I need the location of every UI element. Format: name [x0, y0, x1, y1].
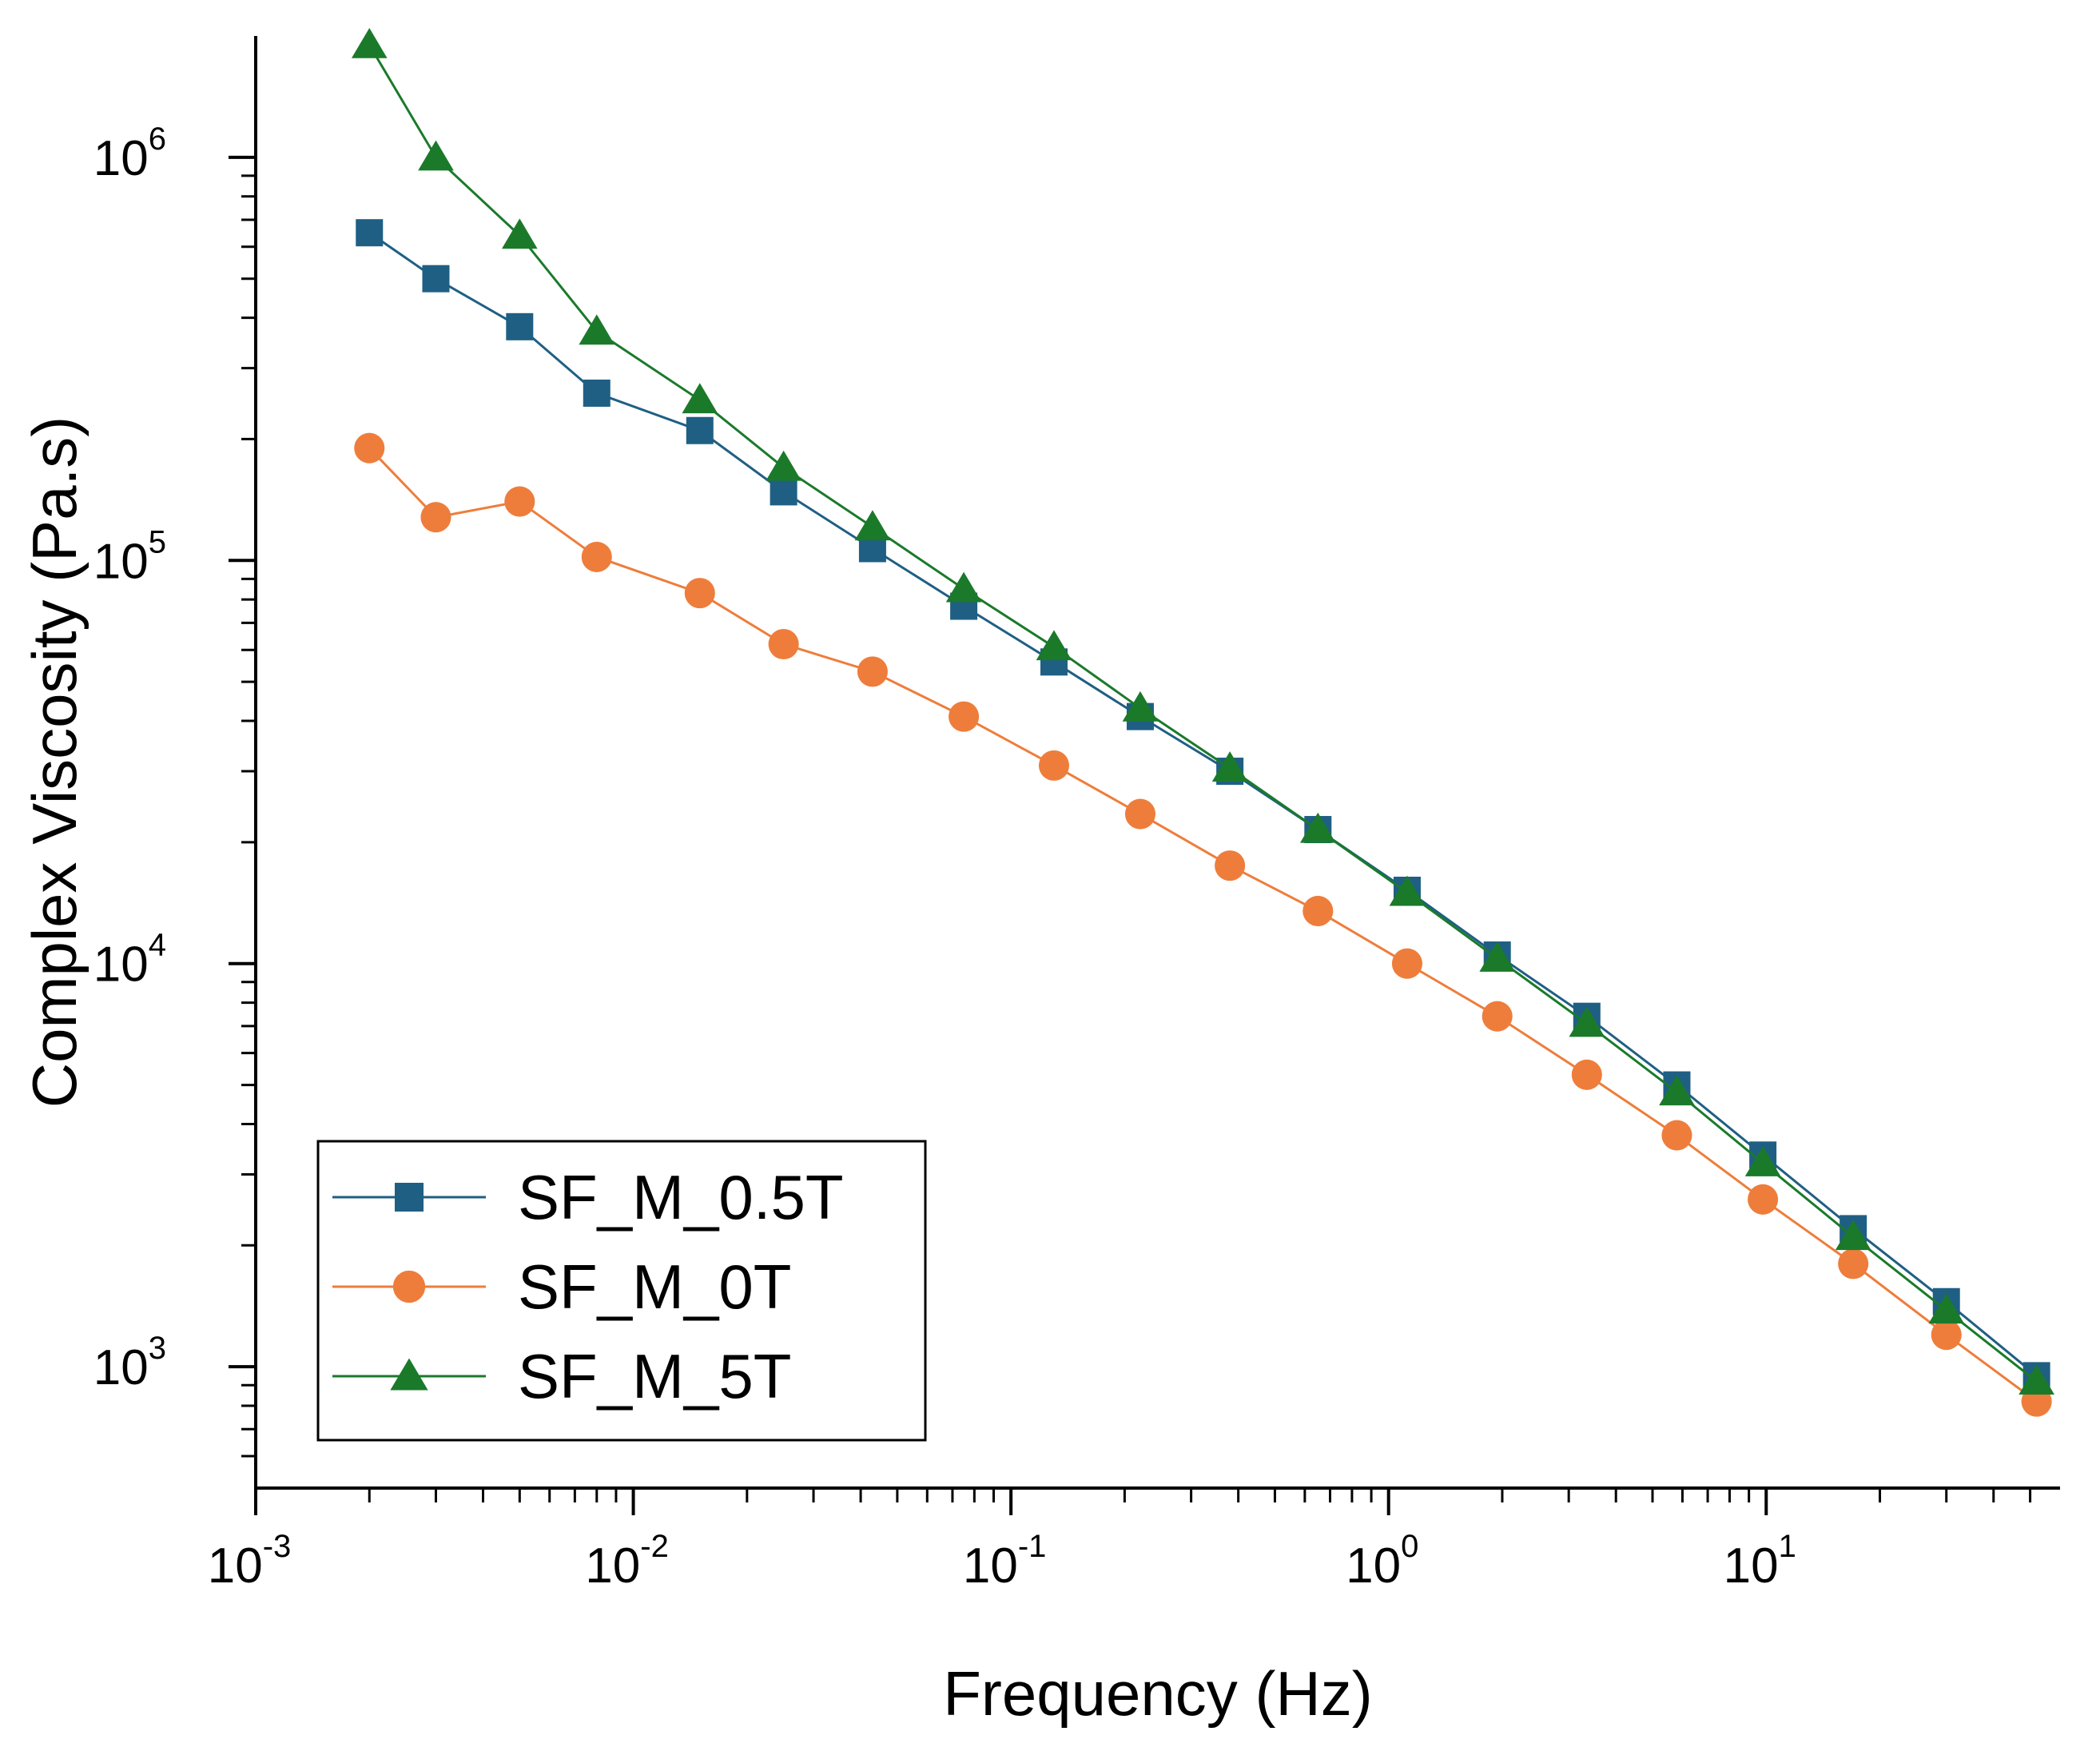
data-point	[581, 541, 612, 572]
data-point	[2018, 1364, 2054, 1395]
legend-marker	[395, 1183, 424, 1212]
data-point	[351, 27, 388, 58]
data-point	[1569, 1006, 1605, 1037]
data-point	[854, 510, 891, 541]
x-axis-title: Frequency (Hz)	[943, 1658, 1372, 1729]
data-point	[686, 416, 714, 444]
data-point	[356, 219, 384, 247]
data-point	[506, 312, 534, 340]
series-SF_M_5T	[351, 27, 2054, 1395]
data-point	[1391, 948, 1423, 979]
data-point	[1744, 1146, 1781, 1176]
legend-entry: SF_M_0T	[332, 1252, 791, 1322]
data-point	[422, 265, 450, 293]
data-point	[579, 314, 615, 345]
data-point	[1659, 1075, 1695, 1106]
legend-label: SF_M_0T	[518, 1252, 791, 1322]
series-line	[368, 231, 2038, 1377]
legend-entry: SF_M_5T	[332, 1341, 791, 1411]
data-point	[684, 578, 715, 609]
y-axis-title: Complex Viscosity (Pa.s)	[19, 416, 89, 1108]
data-point	[1479, 941, 1516, 972]
series-line	[368, 44, 2038, 1383]
data-point	[1835, 1220, 1871, 1251]
data-point	[1211, 751, 1248, 782]
data-point	[1215, 850, 1246, 881]
legend-marker	[392, 1270, 426, 1303]
data-point	[768, 628, 799, 660]
data-point	[1748, 1184, 1779, 1215]
data-point	[857, 656, 888, 687]
data-point	[945, 571, 982, 603]
legend-entry: SF_M_0.5T	[332, 1162, 843, 1232]
data-point	[501, 218, 538, 249]
data-point	[1036, 630, 1072, 661]
legend-marker	[390, 1358, 428, 1391]
data-point	[1482, 1001, 1513, 1032]
x-tick-label: 10-1	[963, 1529, 1047, 1594]
x-tick-label: 10-3	[208, 1529, 292, 1594]
y-tick-label: 106	[93, 121, 166, 186]
data-point	[949, 701, 980, 732]
data-point	[1838, 1248, 1869, 1279]
legend-label: SF_M_5T	[518, 1341, 791, 1411]
data-point	[504, 486, 535, 517]
y-tick-exponent: 3	[149, 1331, 166, 1366]
x-tick-label: 101	[1724, 1529, 1796, 1594]
data-point	[354, 432, 385, 464]
y-tick-exponent: 6	[149, 121, 166, 157]
series-layer	[351, 27, 2054, 1417]
data-point	[1928, 1293, 1965, 1324]
x-tick-exponent: -3	[263, 1529, 292, 1564]
x-tick-exponent: 0	[1401, 1529, 1418, 1564]
data-point	[1299, 812, 1336, 843]
data-point	[1571, 1059, 1602, 1090]
x-tick-exponent: -2	[640, 1529, 669, 1564]
data-point	[1389, 875, 1426, 906]
data-point	[770, 478, 797, 506]
data-point	[682, 383, 718, 414]
data-point	[1303, 895, 1334, 927]
series-SF_M_0T	[354, 432, 2052, 1417]
y-tick-exponent: 4	[149, 928, 166, 963]
x-tick-label: 100	[1346, 1529, 1418, 1594]
data-point	[418, 140, 454, 171]
series-line	[368, 447, 2038, 1403]
x-tick-label: 10-2	[585, 1529, 669, 1594]
data-point	[1124, 798, 1155, 830]
data-point	[1931, 1319, 1962, 1351]
data-point	[420, 502, 451, 533]
data-point	[766, 450, 801, 481]
y-tick-exponent: 5	[149, 524, 166, 559]
y-tick-label: 104	[93, 928, 166, 993]
x-tick-exponent: 1	[1779, 1529, 1796, 1564]
data-point	[1038, 750, 1070, 781]
x-tick-exponent: -1	[1018, 1529, 1047, 1564]
data-point	[1661, 1120, 1692, 1151]
y-tick-label: 103	[93, 1331, 166, 1395]
legend-label: SF_M_0.5T	[518, 1162, 843, 1232]
data-point	[1122, 690, 1159, 722]
data-point	[583, 379, 611, 407]
legend: SF_M_0.5T SF_M_0T SF_M_5T	[316, 1140, 927, 1442]
y-tick-label: 105	[93, 524, 166, 589]
